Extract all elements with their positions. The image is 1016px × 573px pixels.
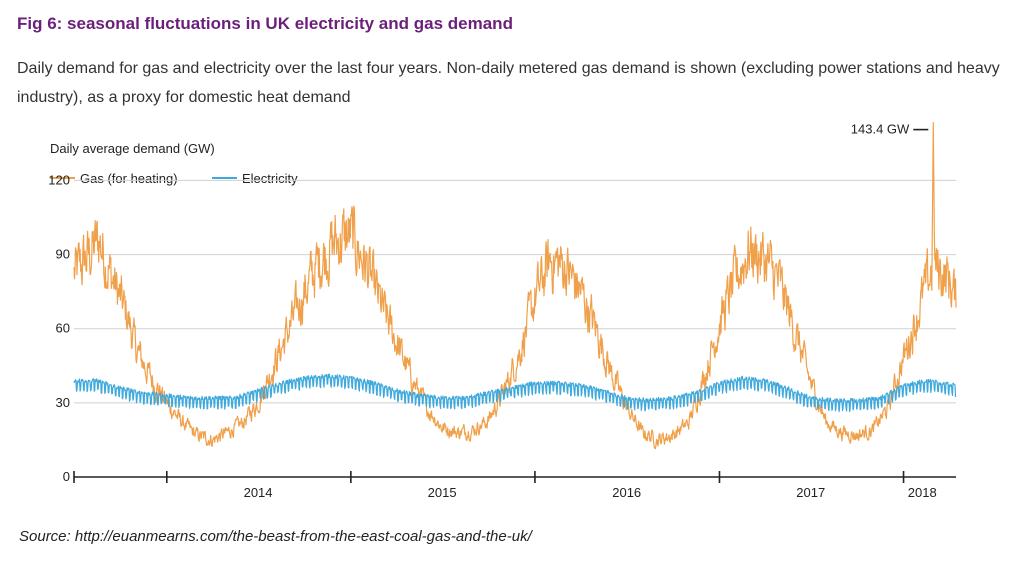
grid-lines xyxy=(74,179,956,404)
x-axis: 2014 2015 2016 2017 2018 xyxy=(73,471,956,500)
chart-title: Fig 6: seasonal fluctuations in UK elect… xyxy=(17,14,513,33)
y-tick-label-90: 90 xyxy=(56,247,70,262)
series-line-gas xyxy=(73,122,957,450)
source-note: Source: http://euanmearns.com/the-beast-… xyxy=(19,528,532,545)
legend-label-1: Electricity xyxy=(242,171,298,186)
line-chart: Daily average demand (GW) Gas (for heati… xyxy=(48,122,957,500)
annotation-label: 143.4 GW xyxy=(851,122,910,137)
y-tick-label-30: 30 xyxy=(56,395,70,410)
x-tick-label-2017: 2017 xyxy=(796,485,825,500)
legend-label-0: Gas (for heating) xyxy=(80,171,178,186)
series-line-electricity xyxy=(73,373,957,413)
annotation: 143.4 GW xyxy=(851,122,929,137)
x-tick-label-2014: 2014 xyxy=(244,485,273,500)
x-tick-label-2016: 2016 xyxy=(612,485,641,500)
x-tick-label-2015: 2015 xyxy=(428,485,457,500)
x-tick-label-2018: 2018 xyxy=(908,485,937,500)
y-tick-label-60: 60 xyxy=(56,321,70,336)
legend: Gas (for heating) Electricity xyxy=(50,171,298,186)
y-tick-label-120: 120 xyxy=(48,172,70,187)
series-lines xyxy=(73,122,957,450)
chart-subtitle: Daily demand for gas and electricity ove… xyxy=(17,60,1000,106)
y-axis: 0 30 60 90 120 xyxy=(48,172,70,484)
y-tick-label-0: 0 xyxy=(63,469,70,484)
y-axis-label: Daily average demand (GW) xyxy=(50,141,215,156)
